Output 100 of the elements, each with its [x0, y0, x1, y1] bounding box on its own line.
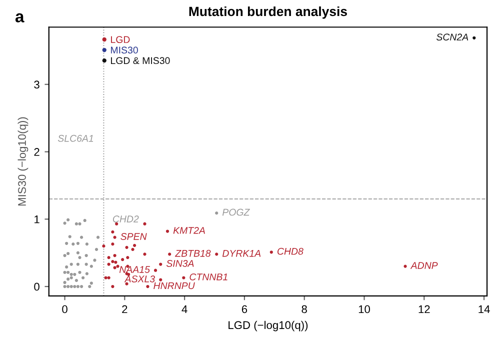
point: [472, 36, 476, 40]
point: [70, 276, 73, 280]
point: [111, 230, 114, 234]
annotation: SIN3A: [166, 260, 194, 267]
point: [76, 251, 80, 254]
annotation: SPEN: [120, 233, 147, 240]
point: [132, 244, 136, 247]
point: [113, 236, 116, 239]
point: [66, 278, 70, 281]
x-axis-title: LGD (−log10(q)): [228, 320, 308, 332]
point: [111, 242, 114, 246]
point: [83, 218, 86, 222]
point: [131, 248, 134, 252]
point: [143, 222, 146, 226]
point: [73, 272, 76, 276]
point: [159, 262, 162, 266]
point: [66, 284, 70, 288]
point: [93, 258, 96, 262]
legend-label: LGD & MIS30: [111, 57, 170, 64]
x-tick-label: 6: [242, 305, 248, 314]
point: [74, 222, 78, 226]
point: [96, 236, 100, 239]
x-tick-label: 0: [62, 305, 68, 314]
point: [68, 235, 72, 238]
annotation: SLC6A1: [58, 134, 94, 142]
point: [125, 246, 128, 249]
point: [126, 256, 130, 260]
point: [63, 254, 66, 258]
point: [72, 242, 75, 246]
point: [85, 272, 88, 276]
legend-label: LGD: [111, 36, 130, 44]
y-tick-label: 2: [34, 148, 40, 156]
point: [78, 222, 82, 226]
text: a: [15, 13, 24, 22]
point: [114, 260, 118, 264]
point: [65, 242, 68, 245]
point: [94, 248, 98, 252]
point: [90, 282, 93, 285]
point: [168, 252, 172, 256]
annotation: ADNP: [410, 262, 438, 269]
annotation: POGZ: [222, 208, 250, 216]
annotation: CHD8: [278, 248, 304, 255]
point: [102, 244, 106, 248]
point: [63, 270, 66, 274]
point: [84, 254, 88, 258]
point: [84, 262, 88, 266]
point: [74, 278, 78, 282]
y-tick-label: 1: [34, 216, 40, 224]
annotation: ZBTB18: [174, 250, 211, 257]
point: [66, 252, 70, 256]
annotation: ASXL3: [124, 276, 155, 282]
point: [143, 252, 146, 256]
x-tick-label: 2: [122, 305, 128, 314]
point: [80, 236, 84, 239]
point: [107, 256, 110, 260]
point: [81, 276, 85, 280]
point: [76, 242, 80, 245]
point: [63, 222, 66, 225]
point: [159, 278, 162, 282]
legend-label: MIS30: [111, 46, 138, 54]
y-axis-title: MIS30 (−log10(q)): [18, 117, 28, 206]
point: [215, 252, 218, 256]
point: [70, 284, 73, 288]
point: [70, 272, 73, 276]
point: [63, 284, 66, 288]
annotation: DYRK1A: [222, 250, 261, 257]
point: [111, 284, 114, 288]
point: [78, 256, 82, 260]
point: [270, 250, 273, 254]
point: [182, 276, 186, 280]
chart-title: Mutation burden analysis: [189, 6, 347, 19]
y-tick-label: 0: [34, 282, 40, 291]
point: [63, 280, 66, 284]
point: [66, 270, 70, 274]
point: [73, 284, 76, 288]
annotation: SCN2A: [436, 34, 468, 41]
point: [88, 284, 92, 288]
point: [154, 268, 158, 272]
point: [76, 284, 80, 288]
point: [113, 266, 116, 270]
point: [166, 230, 170, 233]
point: [70, 262, 73, 266]
point: [107, 262, 110, 266]
point: [65, 265, 68, 269]
x-tick-label: 8: [302, 305, 307, 314]
point: [111, 260, 114, 264]
annotation: NAA15: [119, 266, 150, 273]
point: [404, 264, 407, 268]
point: [113, 254, 116, 258]
x-tick-label: 4: [182, 305, 188, 314]
point: [85, 242, 88, 246]
point: [76, 262, 80, 266]
point: [78, 270, 82, 274]
point: [107, 276, 110, 280]
x-tick-label: 14: [478, 305, 490, 314]
point: [116, 264, 120, 268]
point: [66, 218, 70, 222]
x-tick-label: 10: [358, 305, 370, 314]
point: [104, 276, 108, 280]
point: [121, 258, 124, 262]
